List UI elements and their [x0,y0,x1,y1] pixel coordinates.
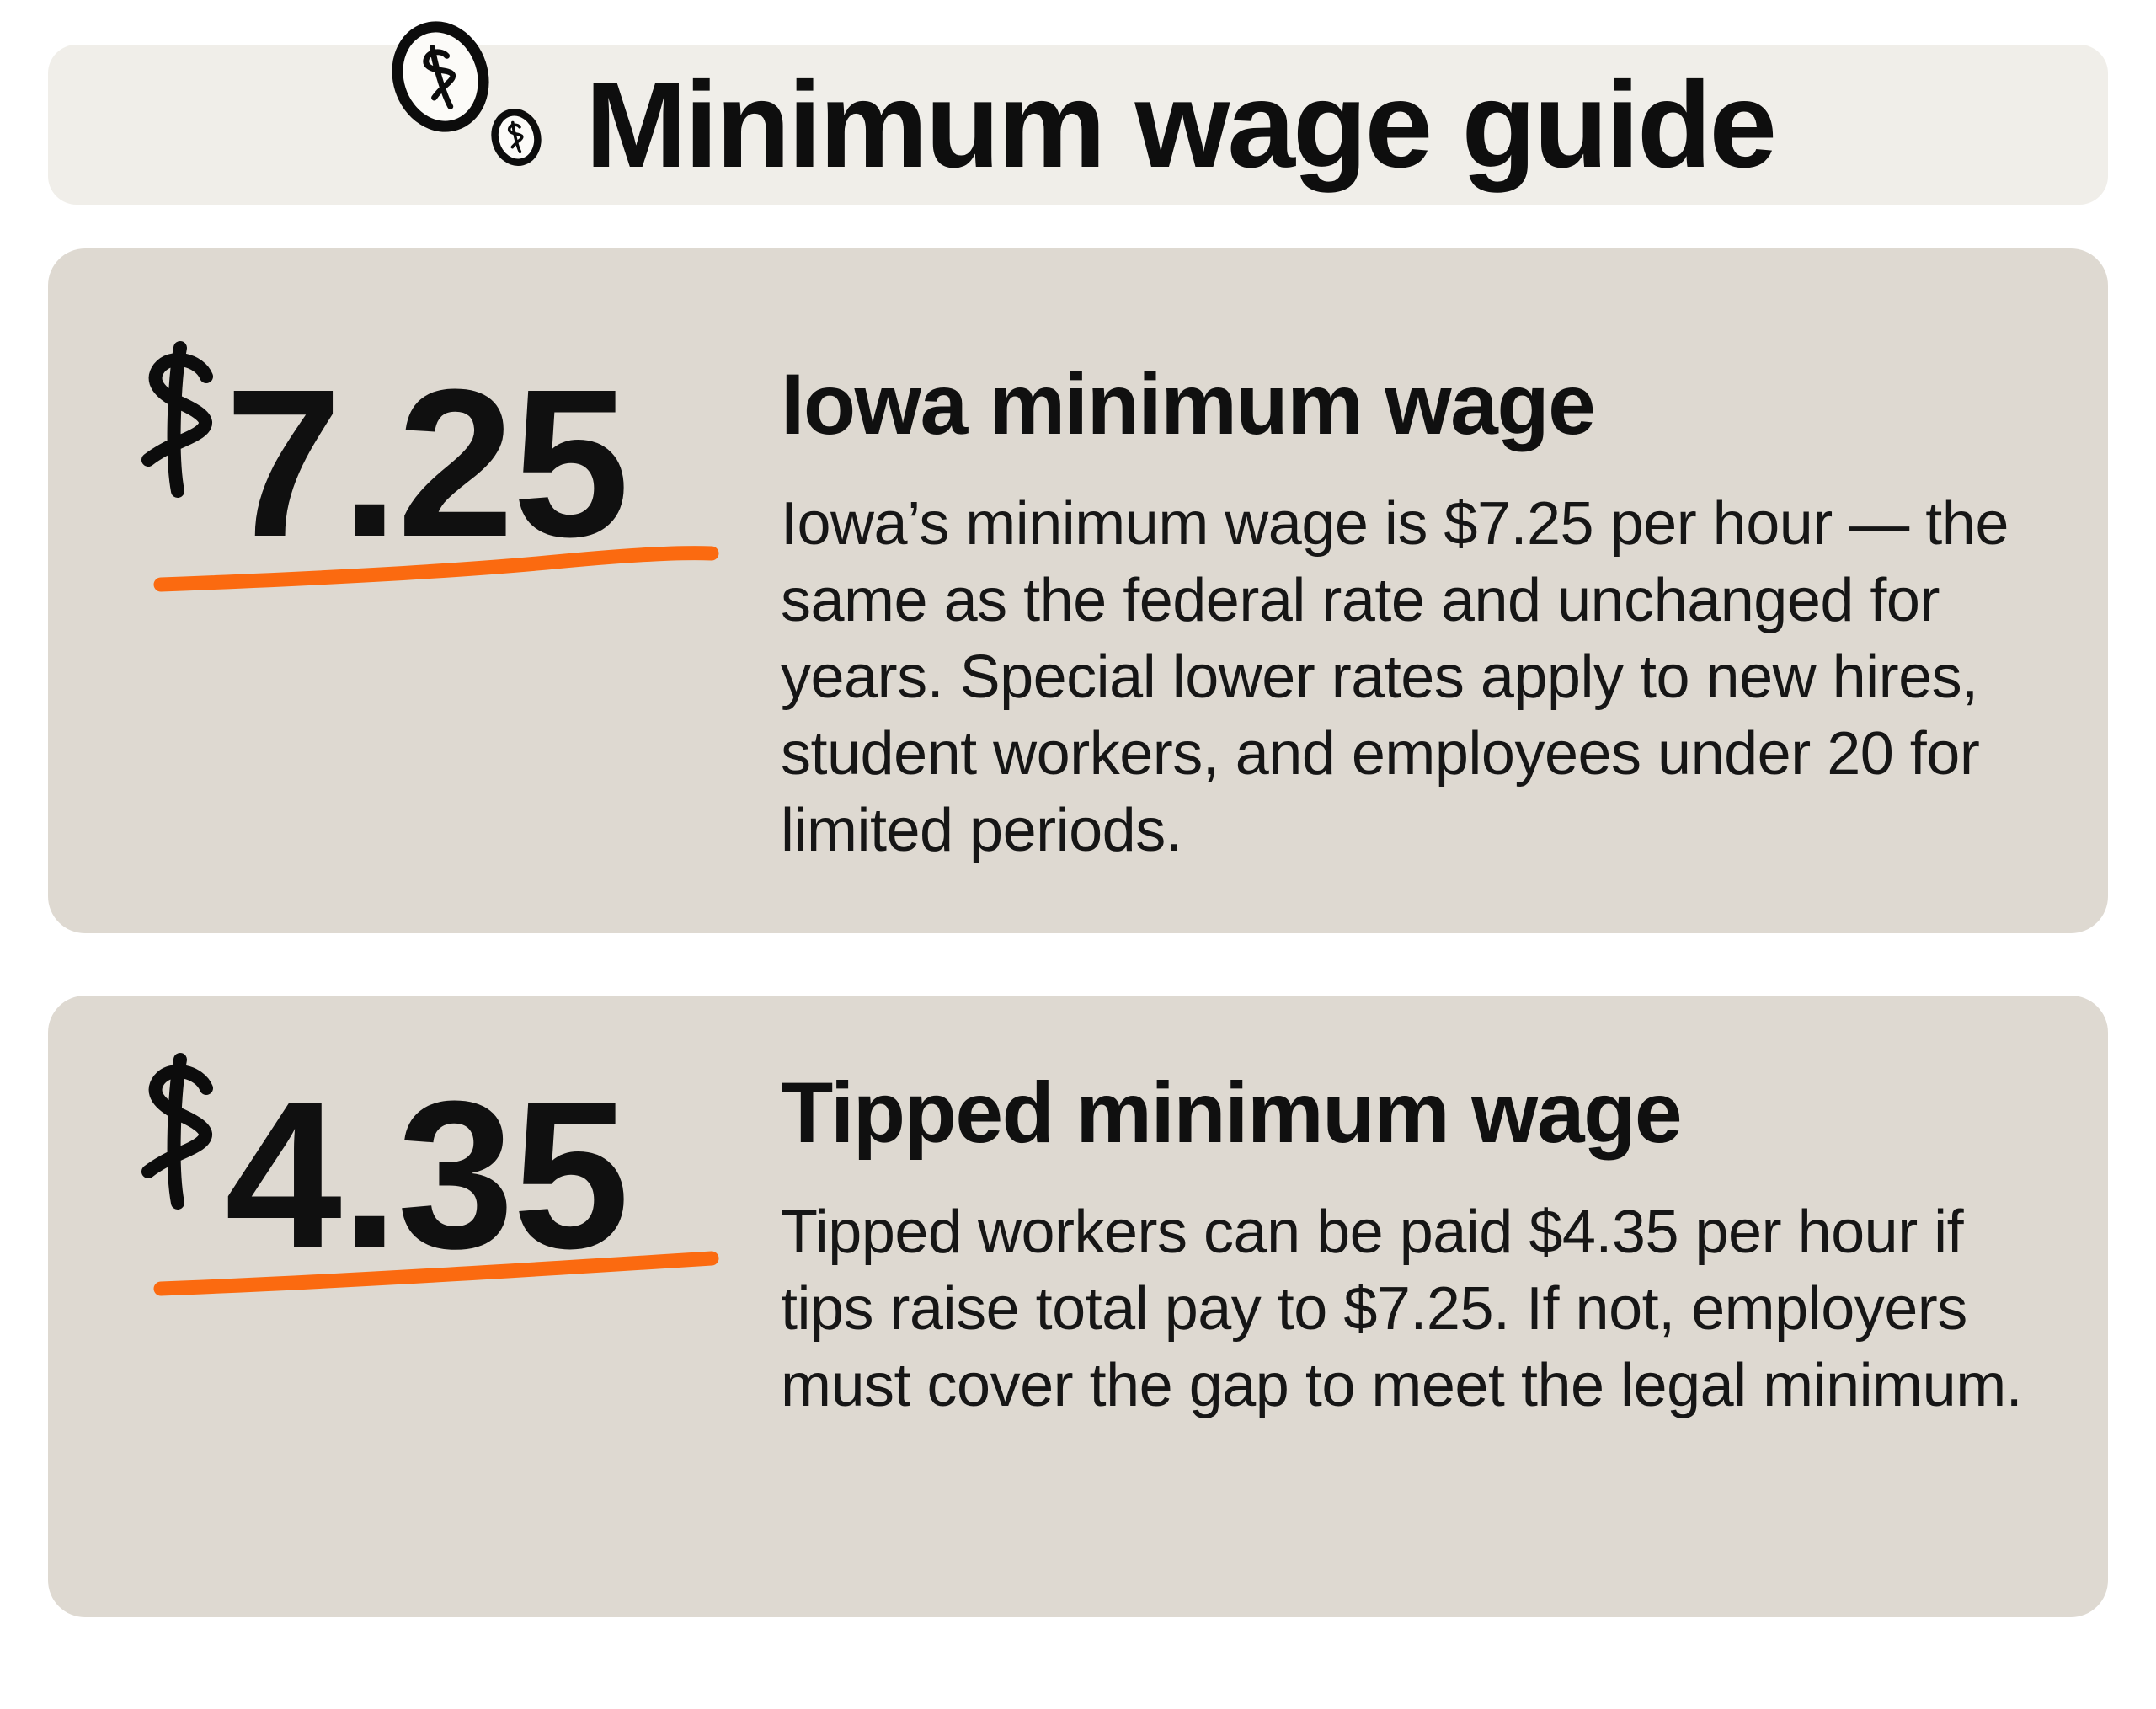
card-body-text: Tipped workers can be paid $4.35 per hou… [781,1199,2023,1419]
page-title: Minimum wage guide [584,56,1777,193]
hand-drawn-dollar-icon [132,339,225,504]
amount-value: 7.25 [225,345,630,580]
card-body-text: Iowa’s minimum wage is $7.25 per hour — … [781,490,2009,864]
amount-block: 4.35 [132,996,781,1617]
card-heading: Iowa minimum wage [781,356,1596,452]
amount-value: 4.35 [225,1057,630,1292]
card-iowa-minimum-wage: 7.25 Iowa minimum wage Iowa’s minimum wa… [48,248,2108,933]
orange-squiggle-underline [153,1251,719,1296]
amount-block: 7.25 [132,248,781,933]
orange-squiggle-underline [153,546,719,592]
hand-drawn-dollar-icon [132,1051,225,1215]
card-heading: Tipped minimum wage [781,1065,1683,1161]
card-text-block: Iowa minimum wage Iowa’s minimum wage is… [781,248,2041,933]
card-text-block: Tipped minimum wage Tipped workers can b… [781,996,2041,1617]
header-bar: Minimum wage guide [48,20,2108,205]
card-tipped-minimum-wage: 4.35 Tipped minimum wage Tipped workers … [48,996,2108,1617]
dollar-coins-icon [382,19,550,184]
